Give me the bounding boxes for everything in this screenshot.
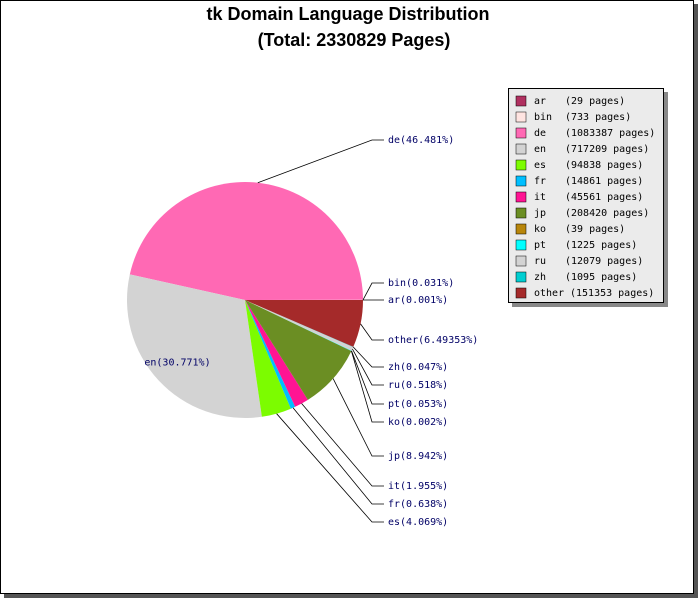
- legend-box: [508, 88, 664, 303]
- pie-slice: [245, 300, 352, 400]
- value-label: es(4.069%): [388, 517, 448, 528]
- legend-name: ar: [534, 96, 546, 107]
- legend-name: other: [534, 288, 564, 299]
- leader-line: [352, 346, 384, 368]
- leader-line: [257, 139, 384, 184]
- legend-name: ru: [534, 256, 546, 267]
- leader-line: [362, 282, 384, 301]
- legend-swatch: [515, 159, 527, 171]
- pie-slice: [129, 182, 363, 300]
- value-label: ru(0.518%): [388, 380, 448, 391]
- legend-swatch: [515, 95, 527, 107]
- leader-line: [360, 323, 384, 341]
- value-label: ar(0.001%): [388, 295, 448, 306]
- legend-count: (1083387 pages): [565, 128, 655, 139]
- legend-count: (733 pages): [565, 112, 631, 123]
- value-label: zh(0.047%): [388, 362, 448, 373]
- legend-name: es: [534, 160, 546, 171]
- leader-line: [351, 350, 384, 423]
- leader-line: [332, 378, 384, 457]
- pie-slice: [245, 300, 291, 417]
- value-label: bin(0.031%): [388, 278, 454, 289]
- legend-name: bin: [534, 112, 552, 123]
- value-label: de(46.481%): [388, 135, 454, 146]
- legend-count: (39 pages): [565, 224, 625, 235]
- leader-line: [301, 403, 384, 487]
- value-label: fr(0.638%): [388, 499, 448, 510]
- leader-line: [292, 407, 384, 505]
- legend-count: (94838 pages): [565, 160, 643, 171]
- legend-swatch: [515, 223, 527, 235]
- value-label: pt(0.053%): [388, 399, 448, 410]
- legend-count: (208420 pages): [565, 208, 649, 219]
- pie-slice: [126, 274, 262, 419]
- legend-count: (29 pages): [565, 96, 625, 107]
- legend-name: it: [534, 192, 546, 203]
- legend-swatch: [515, 271, 527, 283]
- legend-name: jp: [534, 208, 546, 219]
- legend: ar (29 pages) bin (733 pages) de (1083387 pag…: [508, 88, 668, 307]
- value-label: en(30.771%): [144, 358, 210, 369]
- chart-title: tk Domain Language Distribution: [206, 4, 489, 24]
- value-label: it(1.955%): [388, 481, 448, 492]
- pie-slice: [245, 300, 363, 347]
- value-label: jp(8.942%): [388, 451, 448, 462]
- legend-name: en: [534, 144, 546, 155]
- legend-name: ko: [534, 224, 546, 235]
- pie-slice: [245, 300, 354, 348]
- pie-slice: [245, 300, 354, 351]
- leader-line: [276, 413, 384, 523]
- pie-slice: [245, 300, 296, 409]
- legend-swatch: [515, 143, 527, 155]
- value-label: other(6.49353%): [388, 335, 478, 346]
- legend-swatch: [515, 239, 527, 251]
- legend-name: de: [534, 128, 546, 139]
- legend-count: (45561 pages): [565, 192, 643, 203]
- legend-swatch: [515, 191, 527, 203]
- pie-slice: [245, 300, 308, 407]
- leader-line: [352, 348, 384, 386]
- legend-swatch: [515, 207, 527, 219]
- pie-slice: [245, 300, 352, 352]
- legend-count: (12079 pages): [565, 256, 643, 267]
- legend-swatch: [515, 255, 527, 267]
- legend-count: (717209 pages): [565, 144, 649, 155]
- legend-swatch: [515, 111, 527, 123]
- pie-slice: [245, 300, 352, 351]
- legend-swatch: [515, 287, 527, 299]
- legend-count: (151353 pages): [570, 288, 654, 299]
- legend-swatch: [515, 127, 527, 139]
- legend-name: zh: [534, 272, 546, 283]
- legend-count: (1095 pages): [565, 272, 637, 283]
- legend-name: pt: [534, 240, 546, 251]
- chart-subtitle: (Total: 2330829 Pages): [258, 30, 451, 50]
- legend-count: (1225 pages): [565, 240, 637, 251]
- legend-name: fr: [534, 176, 546, 187]
- leader-line: [351, 350, 384, 405]
- legend-swatch: [515, 175, 527, 187]
- legend-count: (14861 pages): [565, 176, 643, 187]
- value-label: ko(0.002%): [388, 417, 448, 428]
